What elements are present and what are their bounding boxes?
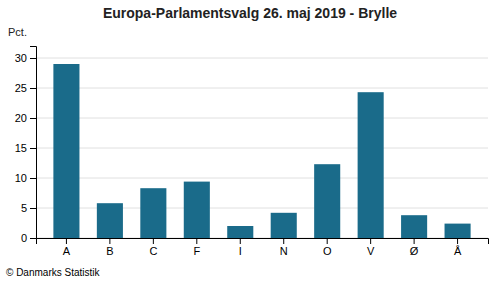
bar xyxy=(358,92,384,238)
y-tick: 15 xyxy=(15,142,36,154)
y-tick-mark xyxy=(30,118,36,119)
y-tick-label: 5 xyxy=(21,202,27,214)
y-tick: 5 xyxy=(21,202,36,214)
x-tick: C xyxy=(149,238,157,257)
y-tick-mark xyxy=(30,178,36,179)
x-tick-mark xyxy=(283,238,284,244)
grid-line xyxy=(36,88,488,89)
plot: 0 5 10 15 20 25 30 A B C F I N O V Ø Å xyxy=(15,47,489,257)
y-tick-label: 30 xyxy=(15,52,27,64)
x-tick: V xyxy=(367,238,375,257)
bar xyxy=(53,64,79,238)
x-tick-label: Ø xyxy=(410,245,419,257)
x-tick-label: Å xyxy=(454,245,462,257)
y-tick-mark xyxy=(30,148,36,149)
x-tick: A xyxy=(63,238,71,257)
y-tick-label: 0 xyxy=(21,232,27,244)
y-tick: 10 xyxy=(15,172,36,184)
grid xyxy=(36,58,488,238)
y-tick-label: 25 xyxy=(15,82,27,94)
x-tick-mark xyxy=(153,238,154,244)
x-tick-mark xyxy=(109,238,110,244)
y-label: Pct. xyxy=(8,26,27,38)
grid-line xyxy=(36,58,488,59)
x-tick-label: O xyxy=(323,245,332,257)
chart: Europa-Parlamentsvalg 26. maj 2019 - Bry… xyxy=(0,0,500,282)
x-tick: F xyxy=(193,238,200,257)
footer: © Danmarks Statistik xyxy=(6,267,101,278)
bar xyxy=(314,164,340,238)
bar xyxy=(97,203,123,238)
grid-line xyxy=(36,178,488,179)
x-tick-label: N xyxy=(280,245,288,257)
bar xyxy=(227,226,253,238)
y-tick-mark xyxy=(30,58,36,59)
x-tick: N xyxy=(280,238,288,257)
x-tick-mark xyxy=(240,238,241,244)
x-tick-label: A xyxy=(63,245,71,257)
y-tick: 25 xyxy=(15,82,36,94)
x-tick-mark xyxy=(457,238,458,244)
x-tick: Å xyxy=(454,238,462,257)
bars xyxy=(53,64,470,238)
x-tick-label: F xyxy=(193,245,200,257)
x-axis: ABCFINOVØÅ xyxy=(37,238,489,257)
y-tick-mark xyxy=(30,238,36,239)
x-tick-mark xyxy=(66,238,67,244)
bar xyxy=(184,182,210,238)
x-tick-mark xyxy=(196,238,197,244)
y-tick: 20 xyxy=(15,112,36,124)
x-tick-label: B xyxy=(106,245,113,257)
y-tick-mark xyxy=(30,208,36,209)
x-tick-mark xyxy=(370,238,371,244)
x-tick: B xyxy=(106,238,113,257)
x-tick: Ø xyxy=(410,238,419,257)
x-tick-label: I xyxy=(239,245,242,257)
x-tick-label: V xyxy=(367,245,375,257)
x-tick-label: C xyxy=(149,245,157,257)
grid-line xyxy=(36,118,488,119)
x-tick-mark xyxy=(414,238,415,244)
x-axis-line xyxy=(37,239,489,245)
y-tick-label: 15 xyxy=(15,142,27,154)
bar xyxy=(401,215,427,238)
x-tick: I xyxy=(239,238,242,257)
y-tick: 30 xyxy=(15,52,36,64)
bar xyxy=(445,224,471,238)
y-tick: 0 xyxy=(21,232,36,244)
y-tick-label: 10 xyxy=(15,172,27,184)
y-tick-label: 20 xyxy=(15,112,27,124)
x-tick: O xyxy=(323,238,332,257)
title: Europa-Parlamentsvalg 26. maj 2019 - Bry… xyxy=(103,5,397,21)
y-axis-line xyxy=(30,47,37,239)
y-axis: 0 5 10 15 20 25 30 xyxy=(15,47,37,245)
grid-line xyxy=(36,148,488,149)
bar xyxy=(140,188,166,238)
x-tick-mark xyxy=(327,238,328,244)
y-tick-mark xyxy=(30,88,36,89)
bar xyxy=(271,213,297,238)
